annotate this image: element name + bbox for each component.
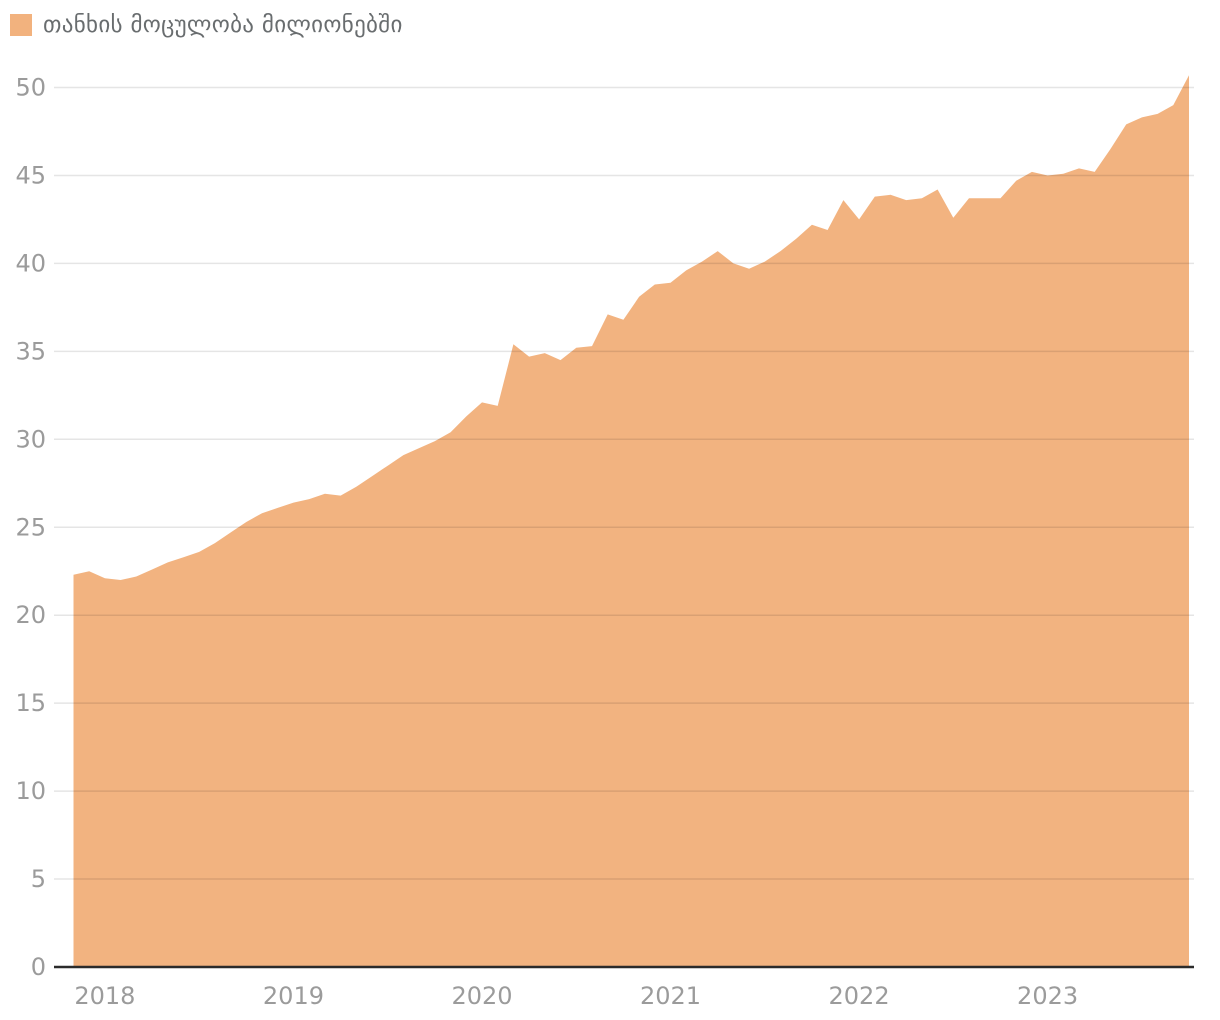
y-tick-label: 20 [15,601,46,629]
y-tick-label: 5 [31,865,46,893]
x-axis-labels: 2018 2019 2020 2021 2022 2023 [74,982,1078,1010]
legend-swatch-icon [10,14,32,36]
y-tick-label: 40 [15,249,46,277]
legend-label: თანხის მოცულობა მილიონებში [43,12,403,38]
legend: თანხის მოცულობა მილიონებში [10,12,403,38]
x-tick-label: 2019 [263,982,324,1010]
y-tick-label: 35 [15,337,46,365]
y-tick-label: 15 [15,689,46,717]
y-tick-label: 30 [15,425,46,453]
y-tick-label: 45 [15,161,46,189]
y-tick-label: 10 [15,777,46,805]
y-axis-labels: 0 5 10 15 20 25 30 35 40 45 50 [15,74,46,982]
y-tick-label: 50 [15,74,46,102]
y-tick-label: 25 [15,513,46,541]
x-tick-label: 2018 [74,982,135,1010]
gridlines [54,86,1194,880]
x-tick-label: 2023 [1017,982,1078,1010]
area-series [73,75,1189,967]
x-tick-label: 2020 [451,982,512,1010]
y-tick-label: 0 [31,953,46,981]
x-tick-label: 2022 [829,982,890,1010]
x-tick-label: 2021 [640,982,701,1010]
